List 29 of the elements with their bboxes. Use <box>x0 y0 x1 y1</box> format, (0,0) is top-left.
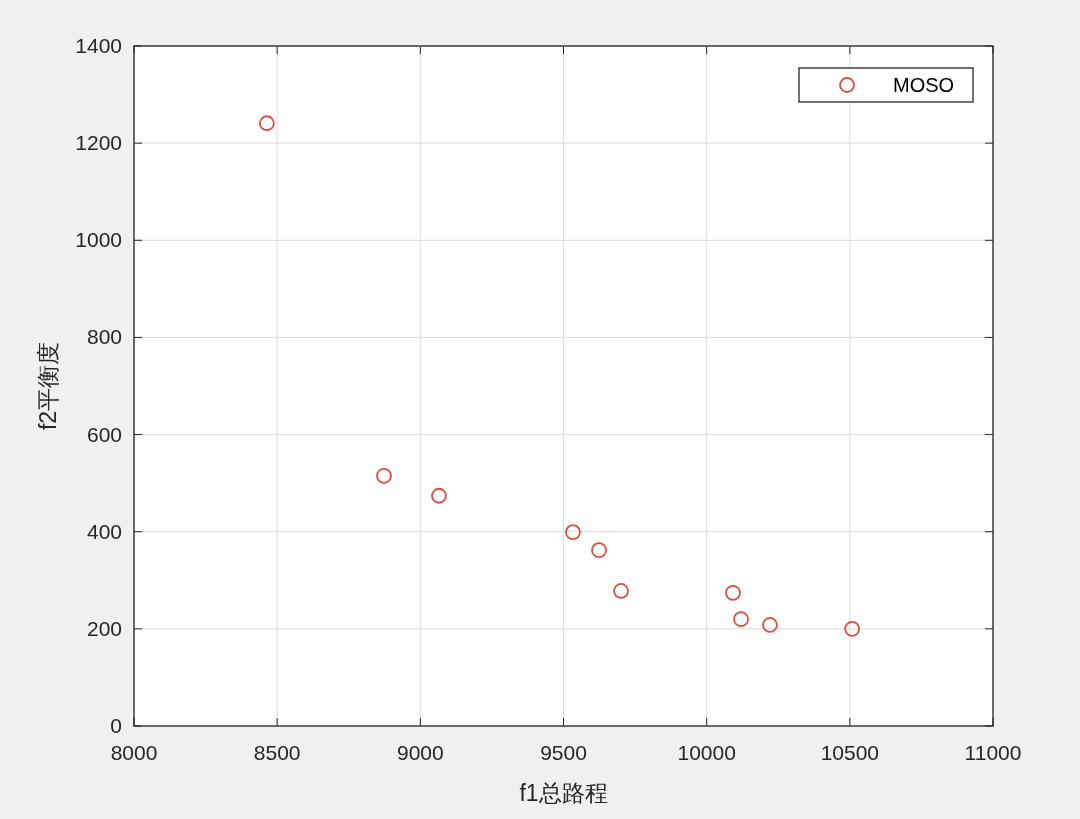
point <box>258 115 275 132</box>
x-tick-label: 9000 <box>396 741 444 764</box>
y-tick-label: 1400 <box>75 34 122 57</box>
y-axis-title: f2平衡度 <box>35 341 61 431</box>
x-tick-label: 8000 <box>110 741 158 764</box>
point <box>613 583 629 599</box>
y-tick-label: 400 <box>86 519 122 543</box>
point <box>725 585 741 601</box>
point <box>431 487 447 504</box>
point <box>844 620 861 637</box>
legend-label: MOSO <box>893 74 955 96</box>
x-tick-label: 8500 <box>253 741 301 764</box>
point <box>733 611 749 628</box>
point <box>565 524 581 541</box>
y-tick-label: 600 <box>86 422 122 446</box>
x-tick-label: 10000 <box>677 741 736 764</box>
y-tick-label: 1000 <box>75 228 122 252</box>
point <box>376 467 392 484</box>
y-tick-label: 200 <box>86 616 122 640</box>
legend: MOSO <box>798 67 974 103</box>
point <box>591 542 607 559</box>
x-axis-title: f1总路程 <box>519 780 608 806</box>
x-tick-label: 10500 <box>820 741 880 764</box>
x-tick-label: 11000 <box>964 741 1022 764</box>
y-tick-label: 800 <box>86 325 122 349</box>
x-tick-label: 9500 <box>540 741 587 764</box>
y-tick-label: 1200 <box>75 131 122 155</box>
point <box>762 617 778 633</box>
y-tick-label: 0 <box>110 714 122 737</box>
